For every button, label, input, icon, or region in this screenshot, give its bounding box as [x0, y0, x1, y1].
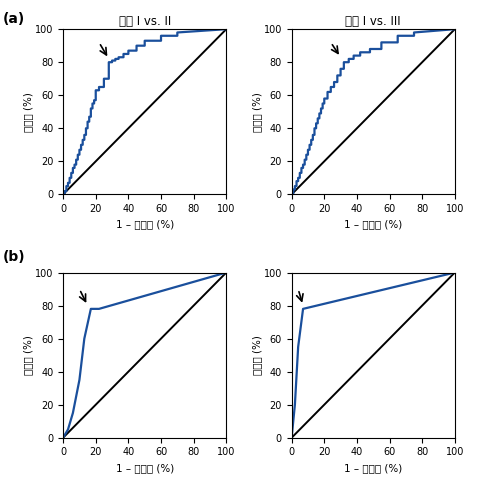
Y-axis label: 민감도 (%): 민감도 (%)	[23, 335, 34, 375]
Y-axis label: 민감도 (%): 민감도 (%)	[252, 92, 262, 132]
Y-axis label: 민감도 (%): 민감도 (%)	[252, 335, 262, 375]
X-axis label: 1 – 특이도 (%): 1 – 특이도 (%)	[115, 220, 174, 230]
Y-axis label: 민감도 (%): 민감도 (%)	[23, 92, 34, 132]
Text: (b): (b)	[2, 250, 25, 264]
X-axis label: 1 – 특이도 (%): 1 – 특이도 (%)	[344, 220, 402, 230]
Title: 그룹 I vs. II: 그룹 I vs. II	[119, 15, 171, 28]
X-axis label: 1 – 특이도 (%): 1 – 특이도 (%)	[115, 463, 174, 473]
Title: 그룹 I vs. III: 그룹 I vs. III	[345, 15, 401, 28]
X-axis label: 1 – 특이도 (%): 1 – 특이도 (%)	[344, 463, 402, 473]
Text: (a): (a)	[2, 12, 24, 26]
